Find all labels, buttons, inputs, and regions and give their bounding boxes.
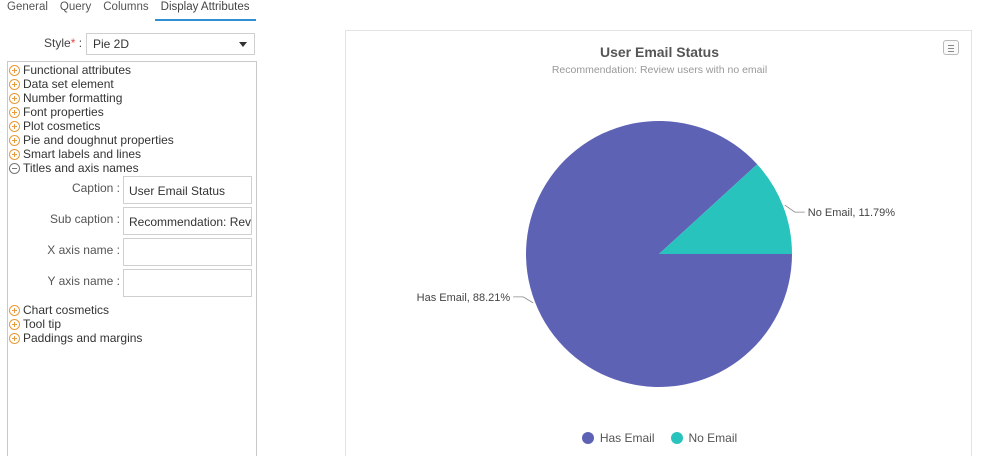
plus-circle-icon bbox=[9, 332, 20, 344]
x-axis-name-input[interactable] bbox=[123, 238, 252, 266]
tree-item-tool-tip[interactable]: Tool tip bbox=[9, 317, 61, 331]
tab-columns[interactable]: Columns bbox=[103, 1, 149, 13]
required-mark: * bbox=[70, 36, 76, 50]
field-row-caption: Caption : User Email Status bbox=[8, 176, 258, 204]
plus-circle-icon bbox=[9, 148, 20, 160]
pie-slice-has-email[interactable] bbox=[526, 120, 792, 387]
tree-item-number-formatting[interactable]: Number formatting bbox=[9, 91, 122, 105]
style-label: Style* : bbox=[44, 36, 83, 50]
plus-circle-icon bbox=[9, 120, 20, 132]
tab-display-attributes[interactable]: Display Attributes bbox=[154, 0, 256, 21]
plus-circle-icon bbox=[9, 92, 20, 104]
field-row-x-axis-name: X axis name : bbox=[8, 238, 258, 266]
style-select-value: Pie 2D bbox=[93, 37, 130, 51]
plus-circle-icon bbox=[9, 64, 20, 76]
plus-circle-icon bbox=[9, 78, 20, 90]
chart-title: User Email Status bbox=[599, 44, 720, 60]
caption-input[interactable]: User Email Status bbox=[123, 176, 252, 204]
tab-general[interactable]: General bbox=[7, 1, 48, 13]
attributes-tree[interactable]: Functional attributes Data set element N… bbox=[7, 61, 257, 456]
legend-label: Has Email bbox=[599, 431, 655, 445]
chart-legend: Has Email No Email bbox=[346, 431, 973, 445]
plus-circle-icon bbox=[9, 134, 20, 146]
caption-label: Caption : bbox=[71, 181, 120, 195]
chart-subtitle: Recommendation: Review users with no ema… bbox=[551, 64, 768, 76]
style-row: Style* : Pie 2D bbox=[0, 32, 260, 56]
menu-icon bbox=[948, 45, 954, 46]
tab-query[interactable]: Query bbox=[59, 1, 92, 13]
legend-item-no-email[interactable]: No Email bbox=[670, 431, 738, 445]
y-axis-name-label: Y axis name : bbox=[47, 274, 120, 288]
tree-item-smart-labels[interactable]: Smart labels and lines bbox=[9, 147, 141, 161]
x-axis-name-label: X axis name : bbox=[47, 243, 120, 257]
legend-label: No Email bbox=[688, 431, 738, 445]
legend-marker bbox=[581, 432, 594, 444]
style-select[interactable]: Pie 2D bbox=[86, 33, 255, 55]
tree-item-data-set-element[interactable]: Data set element bbox=[9, 77, 114, 91]
plus-circle-icon bbox=[9, 106, 20, 118]
legend-item-has-email[interactable]: Has Email bbox=[581, 431, 655, 445]
plus-circle-icon bbox=[9, 318, 20, 330]
tree-item-font-properties[interactable]: Font properties bbox=[9, 105, 104, 119]
tree-item-pie-doughnut-properties[interactable]: Pie and doughnut properties bbox=[9, 133, 174, 147]
pie-data-label: Has Email, 88.21% bbox=[417, 292, 511, 304]
y-axis-name-input[interactable] bbox=[123, 269, 252, 297]
legend-marker bbox=[670, 432, 683, 444]
pie-slice-no-email[interactable] bbox=[659, 164, 792, 254]
tree-item-paddings-margins[interactable]: Paddings and margins bbox=[9, 331, 142, 345]
pie-label-connector bbox=[513, 296, 534, 304]
chart-panel: User Email Status Recommendation: Review… bbox=[345, 30, 972, 456]
tab-bar: General Query Columns Display Attributes bbox=[0, 0, 256, 22]
chart-menu-button[interactable] bbox=[943, 40, 959, 55]
subcaption-label: Sub caption : bbox=[49, 212, 120, 226]
minus-circle-icon bbox=[9, 162, 20, 174]
subcaption-input[interactable]: Recommendation: Revi bbox=[123, 207, 252, 235]
chevron-down-icon bbox=[239, 42, 247, 47]
field-row-subcaption: Sub caption : Recommendation: Revi bbox=[8, 207, 258, 235]
tree-item-chart-cosmetics[interactable]: Chart cosmetics bbox=[9, 303, 109, 317]
pie-chart: Has Email, 88.21% No Email, 11.79% bbox=[417, 120, 895, 387]
tree-item-plot-cosmetics[interactable]: Plot cosmetics bbox=[9, 119, 100, 133]
tree-item-titles-axis-names[interactable]: Titles and axis names bbox=[9, 161, 139, 175]
field-row-y-axis-name: Y axis name : bbox=[8, 269, 258, 297]
pie-label-connector bbox=[784, 204, 805, 213]
tree-item-functional-attributes[interactable]: Functional attributes bbox=[9, 63, 131, 77]
pie-data-label: No Email, 11.79% bbox=[808, 207, 895, 219]
plus-circle-icon bbox=[9, 304, 20, 316]
